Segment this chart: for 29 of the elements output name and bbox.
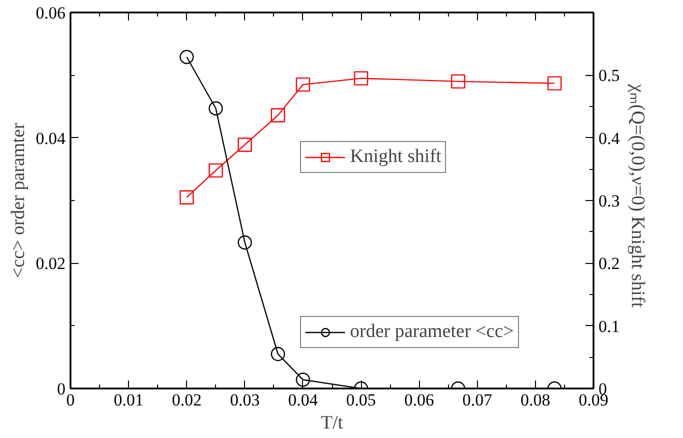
y-tick-label: 0.04 bbox=[36, 128, 66, 148]
x-tick-label: 0.08 bbox=[520, 390, 550, 410]
y-tick-label: 0.06 bbox=[36, 4, 66, 22]
x-tick-label: 0.06 bbox=[404, 390, 434, 410]
y2-tick-label: 0.2 bbox=[598, 254, 620, 274]
x-tick-label: 0.05 bbox=[346, 390, 376, 410]
y2-tick-label: 0.3 bbox=[598, 192, 620, 210]
point bbox=[547, 76, 562, 90]
point bbox=[354, 71, 368, 86]
y2-tick-label: 0.5 bbox=[598, 66, 620, 86]
y-tick-label: 0.02 bbox=[36, 254, 66, 274]
y2-tick-label: 0.4 bbox=[598, 128, 620, 148]
x-axis-title: T/t bbox=[320, 412, 344, 434]
point bbox=[180, 190, 194, 204]
point bbox=[238, 138, 252, 152]
point bbox=[451, 74, 466, 89]
y2-tick-label: 0.1 bbox=[598, 316, 620, 336]
x-tick-label: 0.07 bbox=[462, 390, 493, 410]
legend-label: order parameter <cc> bbox=[350, 321, 514, 343]
legend-label: Knight shift bbox=[350, 146, 442, 168]
x-tick-label: 0.03 bbox=[230, 390, 260, 410]
y-axis-title: <cc> order paramter bbox=[8, 122, 29, 278]
x-tick-label: 0.04 bbox=[288, 390, 318, 410]
point bbox=[208, 163, 223, 178]
x-tick-label: 0.01 bbox=[114, 390, 144, 410]
point bbox=[270, 108, 286, 122]
x-tick-label: 0.02 bbox=[172, 390, 202, 410]
point bbox=[296, 77, 310, 92]
y2-axis-title: χₘ(Q=(0,0),ν=0) Knight shift bbox=[626, 82, 648, 308]
